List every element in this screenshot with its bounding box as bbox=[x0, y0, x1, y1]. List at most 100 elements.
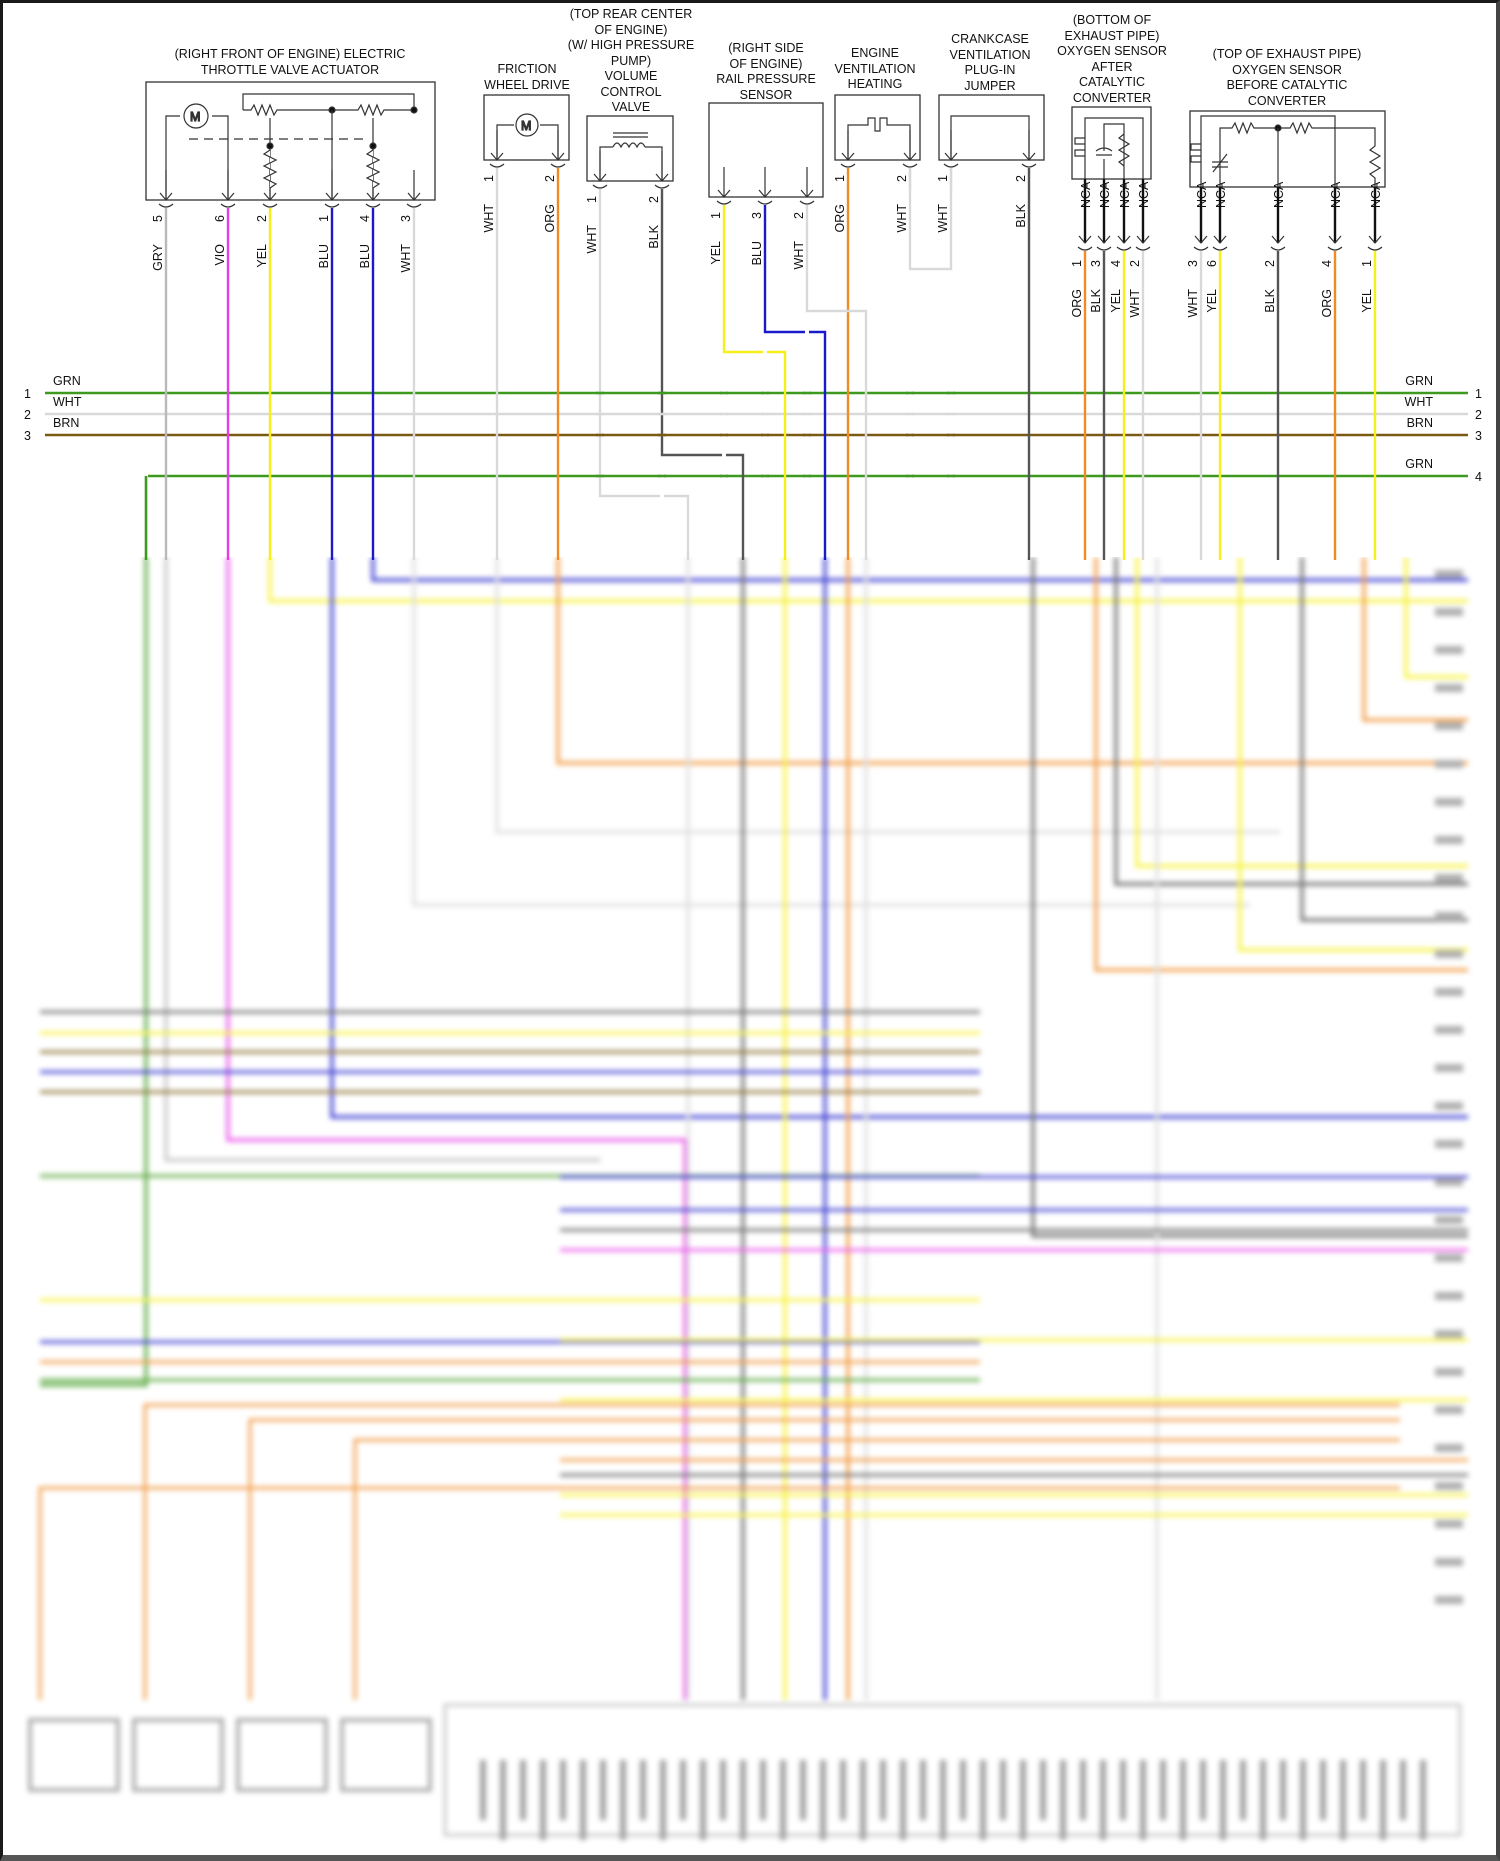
sensor-lead bbox=[1084, 117, 1144, 179]
connector-socket-icon bbox=[716, 200, 732, 205]
pin-arrow-icon bbox=[1271, 235, 1285, 244]
obscured-terminal-label bbox=[1435, 1330, 1463, 1338]
obscured-pin-label bbox=[1360, 1760, 1366, 1820]
resistor-icon bbox=[1117, 133, 1131, 167]
wire-color-label: ORG bbox=[543, 204, 557, 232]
obscured-terminal-label bbox=[1435, 836, 1463, 844]
wire-color-label: BLK bbox=[1263, 288, 1277, 312]
obscured-wire bbox=[330, 557, 1468, 1119]
wire-color-label: WHT bbox=[399, 244, 413, 273]
obscured-wire bbox=[164, 557, 600, 1162]
obscured-terminal-label bbox=[1435, 950, 1463, 958]
component-fwd: 1 WHT 2 ORG bbox=[482, 94, 570, 560]
nca-label: NCA bbox=[1272, 181, 1286, 208]
obscured-pin-label bbox=[1120, 1760, 1126, 1820]
pin-number: 1 bbox=[709, 212, 723, 219]
bus-line-number-right: 2 bbox=[1475, 408, 1482, 422]
obscured-pin-label bbox=[860, 1760, 866, 1840]
obscured-terminal-label bbox=[1435, 570, 1463, 578]
wire-color-label: WHT bbox=[482, 204, 496, 233]
obscured-pin-label bbox=[840, 1760, 846, 1820]
pin-number: 1 bbox=[482, 175, 496, 182]
pin-number: 1 bbox=[936, 175, 950, 182]
component-box bbox=[708, 102, 824, 198]
sensor-lead bbox=[1200, 115, 1336, 187]
connector-socket-icon bbox=[1096, 246, 1112, 251]
component-box bbox=[145, 81, 436, 201]
connector-socket-icon bbox=[799, 200, 815, 205]
wire-color-label: YEL bbox=[709, 241, 723, 265]
obscured-wire bbox=[1135, 557, 1468, 868]
obscured-pin-label bbox=[1180, 1760, 1186, 1840]
obscured-pin-label bbox=[1400, 1760, 1406, 1820]
bus-line-color-label-right: WHT bbox=[1405, 395, 1434, 409]
obscured-pin-label bbox=[1240, 1760, 1246, 1820]
nca-label: NCA bbox=[1214, 181, 1228, 208]
obscured-pin-label bbox=[1220, 1760, 1226, 1840]
nca-label: NCA bbox=[1329, 181, 1343, 208]
pin-arrow-icon bbox=[717, 189, 731, 198]
component-box bbox=[1071, 106, 1152, 180]
pin-number: 1 bbox=[1360, 260, 1374, 267]
resistor-icon bbox=[365, 149, 381, 189]
motor-lead bbox=[165, 115, 180, 200]
internal-symbols: MM bbox=[165, 93, 1382, 200]
pin-number: 2 bbox=[1014, 175, 1028, 182]
obscured-wire bbox=[1362, 557, 1468, 722]
motor-icon bbox=[183, 103, 209, 129]
obscured-pin-label bbox=[880, 1760, 886, 1820]
pin-number: 3 bbox=[1089, 260, 1103, 267]
wire-color-label: YEL bbox=[1360, 289, 1374, 313]
component-title-vcv: (TOP REAR CENTER OF ENGINE) (W/ HIGH PRE… bbox=[567, 7, 695, 114]
nca-label: NCA bbox=[1098, 181, 1112, 208]
obscured-wire bbox=[38, 1486, 1400, 1700]
wire-color-label: ORG bbox=[1070, 289, 1084, 317]
wire-color-label: WHT bbox=[936, 204, 950, 233]
wire-color-label: BLK bbox=[1014, 203, 1028, 227]
bus-line-number-right: 4 bbox=[1475, 470, 1482, 484]
wire-routed bbox=[660, 190, 745, 560]
connector-socket-icon bbox=[840, 163, 856, 168]
heater-element-icon bbox=[1074, 137, 1085, 157]
pin-arrow-icon bbox=[758, 189, 772, 198]
obscured-wire bbox=[353, 1438, 1400, 1700]
obscured-terminal-label bbox=[1435, 608, 1463, 616]
component-box bbox=[483, 94, 570, 161]
pin-number: 3 bbox=[750, 212, 764, 219]
connector-socket-icon bbox=[1212, 246, 1228, 251]
obscured-pin-label bbox=[520, 1760, 526, 1820]
pin-number: 2 bbox=[895, 175, 909, 182]
obscured-terminal-label bbox=[1435, 798, 1463, 806]
obscured-wire bbox=[371, 557, 1468, 582]
pin-arrow-icon bbox=[1078, 235, 1092, 244]
obscured-wire bbox=[1238, 557, 1468, 952]
wiring-schematic-top: 1 GRN 1 GRN 2 WHT 2 WHT 3 BRN 3 BRN 4 GRN 5 GRY 6 VIO 2 YEL… bbox=[24, 81, 1482, 560]
obscured-pin-label bbox=[1040, 1760, 1046, 1820]
wire-color-label: WHT bbox=[585, 225, 599, 254]
connector-socket-icon bbox=[220, 203, 236, 208]
wire-color-label: WHT bbox=[1128, 289, 1142, 318]
wire-routed bbox=[598, 190, 690, 560]
coil-lead bbox=[645, 146, 663, 181]
motor-lead bbox=[212, 115, 229, 200]
connector-socket-icon bbox=[365, 203, 381, 208]
connector-socket-icon bbox=[1135, 246, 1151, 251]
coil-lead bbox=[599, 146, 613, 181]
obscured-wire bbox=[1094, 557, 1468, 972]
obscured-pin-label bbox=[1020, 1760, 1026, 1840]
pin-number: 1 bbox=[585, 196, 599, 203]
jumper-icon bbox=[950, 115, 1030, 160]
obscured-pin-label bbox=[740, 1760, 746, 1840]
obscured-pin-label bbox=[960, 1760, 966, 1820]
motor-letter: M bbox=[521, 119, 531, 133]
obscured-pin-label bbox=[1260, 1760, 1266, 1840]
bus-line-color-label-right: GRN bbox=[1405, 374, 1433, 388]
obscured-terminal-label bbox=[1435, 1482, 1463, 1490]
connector-socket-icon bbox=[592, 184, 608, 189]
obscured-pin-label bbox=[800, 1760, 806, 1820]
connector-socket-icon bbox=[1116, 246, 1132, 251]
pin-arrow-icon bbox=[1328, 235, 1342, 244]
obscured-wire bbox=[1114, 557, 1468, 886]
coil-core bbox=[613, 132, 648, 138]
